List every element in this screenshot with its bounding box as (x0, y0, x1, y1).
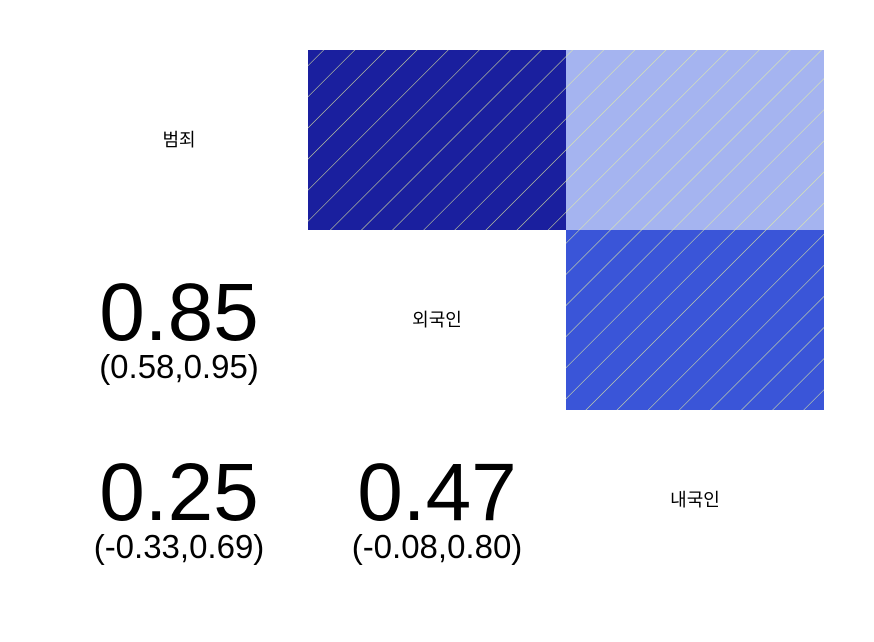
correlation-value: 0.85 (99, 267, 259, 358)
correlation-value: 0.47 (357, 447, 517, 538)
correlation-value: 0.25 (99, 447, 259, 538)
variable-label: 외국인 (412, 310, 462, 331)
confidence-interval: (0.58,0.95) (99, 348, 259, 385)
confidence-interval: (-0.08,0.80) (352, 528, 523, 565)
correlation-tile (308, 50, 566, 230)
confidence-interval: (-0.33,0.69) (94, 528, 265, 565)
correlation-tile (566, 50, 824, 230)
correlation-tile (566, 230, 824, 410)
variable-label: 내국인 (670, 490, 720, 511)
variable-label: 범죄 (162, 130, 195, 151)
